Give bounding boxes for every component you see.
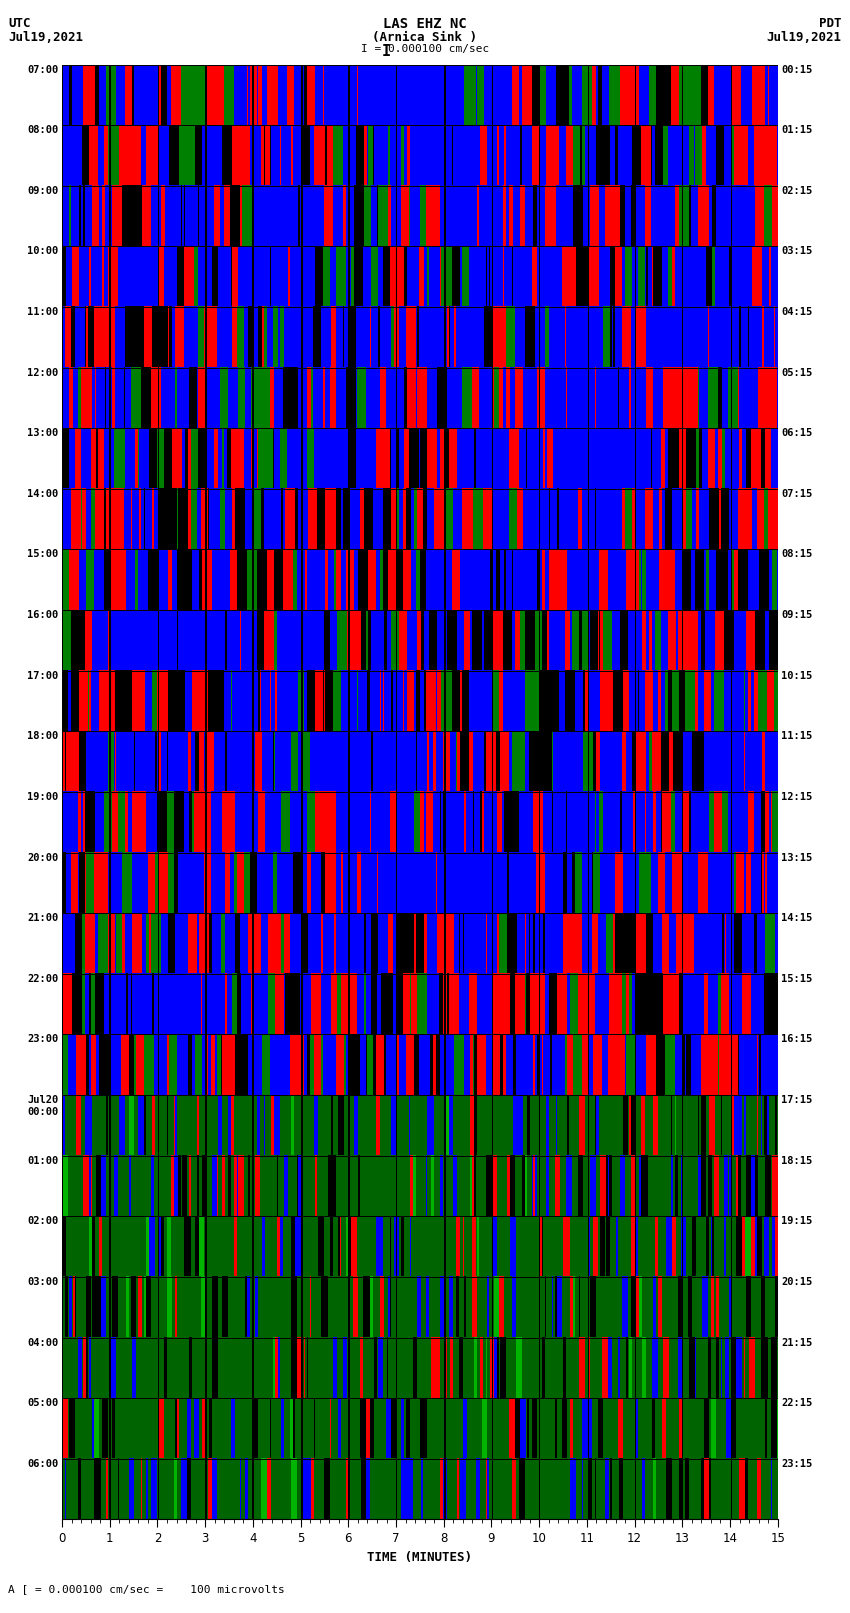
- Text: 15:15: 15:15: [781, 974, 813, 984]
- Text: 00:15: 00:15: [781, 65, 813, 74]
- Text: 20:15: 20:15: [781, 1277, 813, 1287]
- Text: 13:15: 13:15: [781, 853, 813, 863]
- Text: 09:15: 09:15: [781, 610, 813, 619]
- Text: 22:15: 22:15: [781, 1398, 813, 1408]
- Text: I: I: [382, 44, 391, 58]
- Text: UTC: UTC: [8, 18, 31, 31]
- Text: 18:00: 18:00: [27, 731, 59, 742]
- Text: 15:00: 15:00: [27, 550, 59, 560]
- Text: 09:00: 09:00: [27, 185, 59, 195]
- Text: 17:15: 17:15: [781, 1095, 813, 1105]
- Text: 07:00: 07:00: [27, 65, 59, 74]
- Text: 14:00: 14:00: [27, 489, 59, 498]
- Text: 08:15: 08:15: [781, 550, 813, 560]
- Text: 03:00: 03:00: [27, 1277, 59, 1287]
- Text: 02:00: 02:00: [27, 1216, 59, 1226]
- Text: 16:00: 16:00: [27, 610, 59, 619]
- X-axis label: TIME (MINUTES): TIME (MINUTES): [367, 1550, 473, 1563]
- Text: 10:00: 10:00: [27, 247, 59, 256]
- Text: (Arnica Sink ): (Arnica Sink ): [372, 31, 478, 44]
- Text: 02:15: 02:15: [781, 185, 813, 195]
- Text: 01:00: 01:00: [27, 1155, 59, 1166]
- Text: 12:00: 12:00: [27, 368, 59, 377]
- Text: 23:15: 23:15: [781, 1458, 813, 1469]
- Text: 11:15: 11:15: [781, 731, 813, 742]
- Text: 06:15: 06:15: [781, 427, 813, 439]
- Text: Jul19,2021: Jul19,2021: [8, 31, 83, 44]
- Text: 01:15: 01:15: [781, 126, 813, 135]
- Text: 08:00: 08:00: [27, 126, 59, 135]
- Text: A [ = 0.000100 cm/sec =    100 microvolts: A [ = 0.000100 cm/sec = 100 microvolts: [8, 1584, 286, 1594]
- Text: 19:15: 19:15: [781, 1216, 813, 1226]
- Text: 23:00: 23:00: [27, 1034, 59, 1045]
- Text: 16:15: 16:15: [781, 1034, 813, 1045]
- Text: I = 0.000100 cm/sec: I = 0.000100 cm/sec: [361, 44, 489, 53]
- Text: Jul20
00:00: Jul20 00:00: [27, 1095, 59, 1116]
- Text: 10:15: 10:15: [781, 671, 813, 681]
- Text: 20:00: 20:00: [27, 853, 59, 863]
- Text: 13:00: 13:00: [27, 427, 59, 439]
- Text: 21:00: 21:00: [27, 913, 59, 923]
- Text: 05:00: 05:00: [27, 1398, 59, 1408]
- Text: 03:15: 03:15: [781, 247, 813, 256]
- Text: 04:00: 04:00: [27, 1337, 59, 1347]
- Text: 12:15: 12:15: [781, 792, 813, 802]
- Text: 19:00: 19:00: [27, 792, 59, 802]
- Text: 07:15: 07:15: [781, 489, 813, 498]
- Text: PDT: PDT: [819, 18, 842, 31]
- Text: 17:00: 17:00: [27, 671, 59, 681]
- Text: 04:15: 04:15: [781, 306, 813, 318]
- Text: 14:15: 14:15: [781, 913, 813, 923]
- Text: Jul19,2021: Jul19,2021: [767, 31, 842, 44]
- Text: 22:00: 22:00: [27, 974, 59, 984]
- Text: LAS EHZ NC: LAS EHZ NC: [383, 18, 467, 31]
- Text: 11:00: 11:00: [27, 306, 59, 318]
- Text: 06:00: 06:00: [27, 1458, 59, 1469]
- Text: 18:15: 18:15: [781, 1155, 813, 1166]
- Text: 21:15: 21:15: [781, 1337, 813, 1347]
- Text: 05:15: 05:15: [781, 368, 813, 377]
